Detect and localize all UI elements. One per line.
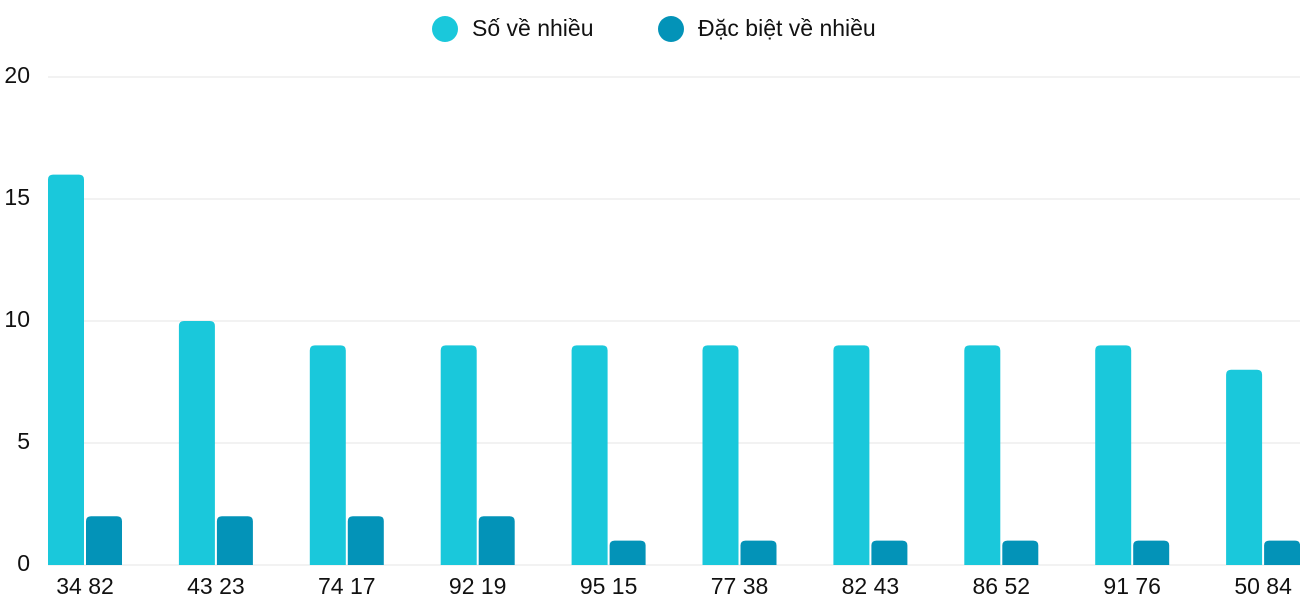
y-tick-label: 0: [17, 550, 30, 576]
bar: [48, 174, 84, 565]
legend-marker: [432, 16, 458, 42]
bar: [347, 516, 384, 565]
bar: [309, 345, 346, 565]
y-tick-label: 20: [4, 62, 30, 88]
bar: [871, 540, 908, 565]
bar: [478, 516, 515, 565]
bar: [1002, 540, 1039, 565]
bar: [740, 540, 777, 565]
x-tick-label: 82 43: [842, 573, 900, 599]
bar: [1264, 540, 1300, 565]
bar: [1226, 369, 1263, 565]
x-tick-label: 91 76: [1103, 573, 1161, 599]
y-tick-label: 15: [4, 184, 30, 210]
x-tick-label: 34 82: [56, 573, 114, 599]
legend-marker: [658, 16, 684, 42]
y-tick-label: 10: [4, 306, 30, 332]
bar: [833, 345, 870, 565]
x-tick-label: 77 38: [711, 573, 769, 599]
bar: [440, 345, 477, 565]
x-tick-label: 74 17: [318, 573, 376, 599]
legend-label: Đặc biệt về nhiều: [698, 15, 876, 41]
x-tick-label: 95 15: [580, 573, 638, 599]
bar: [609, 540, 646, 565]
x-tick-label: 43 23: [187, 573, 245, 599]
bar: [1133, 540, 1170, 565]
bar: [216, 516, 253, 565]
bar: [86, 516, 122, 565]
bar: [702, 345, 739, 565]
x-tick-label: 86 52: [973, 573, 1031, 599]
bar: [1095, 345, 1132, 565]
bar: [571, 345, 608, 565]
x-tick-label: 92 19: [449, 573, 507, 599]
x-tick-label: 50 84: [1234, 573, 1292, 599]
y-tick-label: 5: [17, 428, 30, 454]
legend-label: Số về nhiều: [472, 15, 593, 41]
bar: [178, 321, 215, 565]
bar: [964, 345, 1001, 565]
